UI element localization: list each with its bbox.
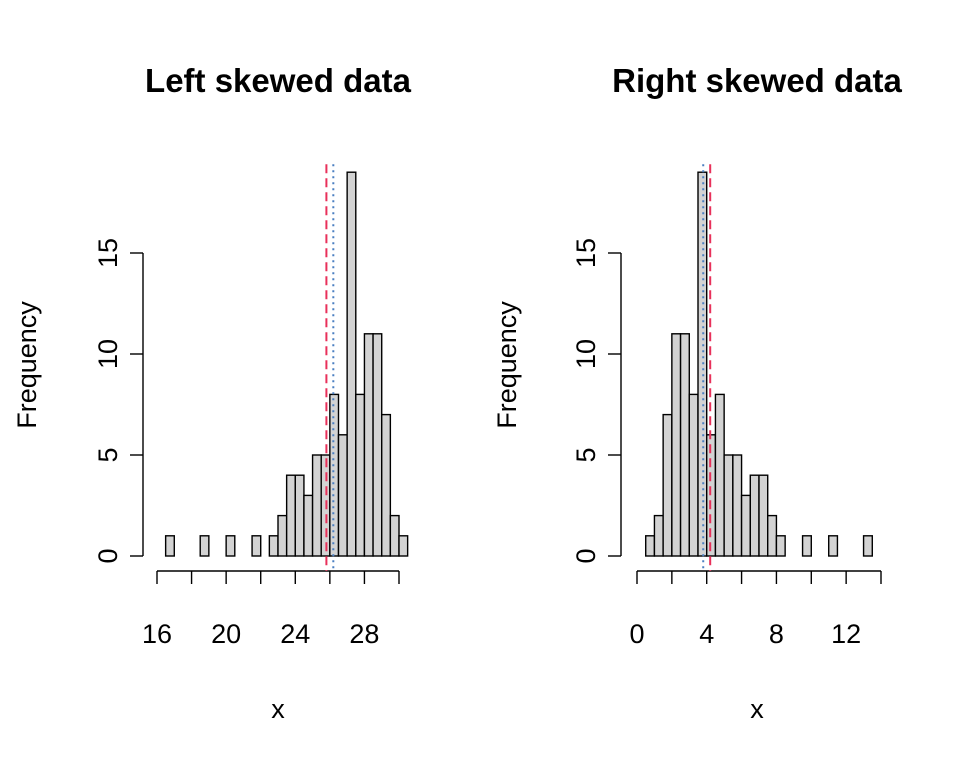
y-tick-label: 15 <box>571 238 601 268</box>
histogram-bar <box>251 535 262 557</box>
x-axis-label: x <box>271 694 285 724</box>
x-tick-label: 0 <box>629 619 644 649</box>
histogram-bar <box>381 413 392 557</box>
y-tick-label: 10 <box>93 339 123 369</box>
right-histogram-panel: Right skewed data x Frequency 0 4 8 12 0 5 10 1… <box>492 62 903 724</box>
histogram-bar <box>346 171 357 557</box>
histogram-bar <box>285 474 296 557</box>
histogram-bar <box>740 494 751 557</box>
histogram-bar <box>277 514 288 557</box>
histogram-bar <box>801 535 812 557</box>
histogram-bar <box>732 454 743 557</box>
histogram-bar <box>372 333 383 557</box>
histogram-bar <box>389 514 400 557</box>
x-tick-label: 16 <box>142 619 172 649</box>
histogram-bar <box>671 333 682 557</box>
y-tick-label: 0 <box>571 548 601 563</box>
histogram-bar <box>398 535 409 557</box>
histogram-bar <box>775 535 786 557</box>
histogram-bar <box>355 393 366 557</box>
y-tick-label: 15 <box>93 238 123 268</box>
x-tick-label: 4 <box>699 619 714 649</box>
left-histogram-panel: Left skewed data x Frequency 16 20 24 28 0 5 1… <box>12 62 412 724</box>
x-axis-label: x <box>750 694 764 724</box>
histogram-bar <box>311 454 322 557</box>
histogram-bar <box>199 535 210 557</box>
y-tick-label: 10 <box>571 339 601 369</box>
x-tick-label: 20 <box>211 619 241 649</box>
histogram-bar <box>662 413 673 557</box>
histogram-bar <box>225 535 236 557</box>
x-tick-label: 12 <box>831 619 861 649</box>
histogram-bar <box>758 474 769 557</box>
x-tick-label: 8 <box>769 619 784 649</box>
histogram-bar <box>164 535 175 557</box>
x-tick-label: 28 <box>349 619 379 649</box>
histogram-bar <box>723 454 734 557</box>
histogram-bar <box>714 393 725 557</box>
y-tick-label: 5 <box>571 447 601 462</box>
histogram-bar <box>303 494 314 557</box>
y-tick-label: 5 <box>93 447 123 462</box>
chart-title: Right skewed data <box>612 62 902 99</box>
histogram-bar <box>828 535 839 557</box>
chart-title: Left skewed data <box>145 62 412 99</box>
histogram-bar <box>645 535 656 557</box>
histogram-bar <box>862 535 873 557</box>
histogram-bar <box>767 514 778 557</box>
histogram-bar <box>294 474 305 557</box>
histogram-bar <box>337 434 348 557</box>
histogram-bar <box>363 333 374 557</box>
y-axis-label: Frequency <box>12 301 42 429</box>
histogram-bar <box>268 535 279 557</box>
x-tick-label: 24 <box>280 619 310 649</box>
histogram-bar <box>749 474 760 557</box>
histogram-bar <box>653 514 664 557</box>
y-axis-label: Frequency <box>492 301 522 429</box>
histogram-bar <box>688 393 699 557</box>
histogram-bar <box>679 333 690 557</box>
y-tick-label: 0 <box>93 548 123 563</box>
